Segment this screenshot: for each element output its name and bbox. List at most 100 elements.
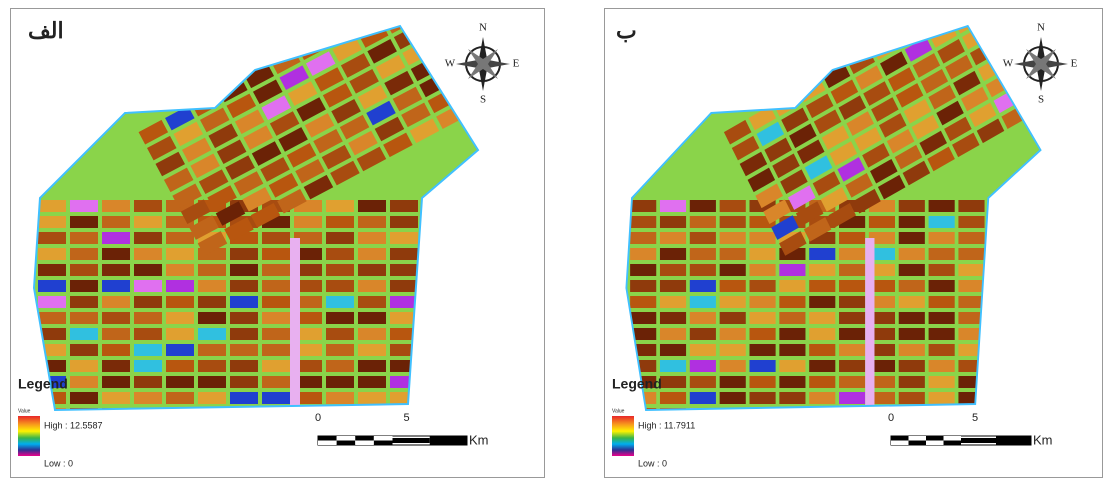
field — [756, 121, 785, 147]
field — [172, 183, 202, 209]
field — [260, 157, 290, 182]
field — [928, 376, 955, 388]
field — [358, 360, 386, 372]
field — [968, 102, 997, 128]
field — [958, 280, 985, 292]
field — [878, 113, 907, 138]
field — [102, 216, 130, 228]
field — [868, 248, 896, 260]
field — [262, 376, 290, 388]
field — [659, 328, 687, 340]
field — [286, 143, 317, 168]
field — [779, 376, 806, 388]
field — [689, 264, 716, 276]
field — [747, 167, 776, 193]
field — [138, 119, 169, 145]
field — [805, 93, 834, 119]
field — [871, 97, 899, 122]
field — [920, 69, 949, 94]
field — [659, 360, 687, 372]
scale-tick-label: 0 — [888, 412, 894, 424]
field — [390, 264, 418, 276]
canal — [865, 238, 875, 408]
field — [409, 118, 440, 144]
field — [294, 248, 322, 260]
field — [749, 232, 776, 244]
panel-label: ب — [616, 18, 637, 43]
field — [230, 392, 258, 404]
field — [375, 54, 406, 80]
field — [828, 203, 857, 228]
field — [190, 153, 220, 179]
field — [262, 360, 290, 372]
field — [38, 232, 66, 244]
field — [779, 328, 806, 340]
field — [294, 312, 322, 324]
field — [390, 248, 418, 260]
field — [630, 232, 657, 244]
field — [880, 51, 908, 76]
field — [928, 200, 955, 212]
field — [294, 232, 322, 244]
field — [780, 169, 808, 194]
scale-unit: Km — [469, 432, 489, 447]
field — [719, 248, 746, 260]
field — [303, 174, 334, 200]
field — [659, 344, 687, 356]
field — [166, 232, 194, 244]
field — [749, 360, 776, 372]
map-panel: ب N S W E Legend Value High : 11.7911 Low : 0 0 5 K… — [604, 8, 1103, 478]
field — [102, 264, 130, 276]
field — [134, 328, 162, 340]
field — [102, 200, 130, 212]
field — [630, 328, 657, 340]
field — [898, 200, 925, 212]
field — [230, 312, 258, 324]
field — [898, 232, 925, 244]
field — [904, 37, 933, 62]
field — [166, 296, 194, 308]
field — [234, 109, 265, 135]
field — [294, 360, 322, 372]
field — [659, 216, 687, 228]
field — [795, 201, 824, 226]
field — [198, 169, 229, 194]
field — [304, 113, 335, 138]
field — [390, 232, 418, 244]
field — [839, 296, 866, 308]
legend-low: Low : 0 — [44, 458, 73, 468]
field — [837, 157, 865, 182]
field — [659, 312, 687, 324]
field — [659, 248, 687, 260]
field — [358, 344, 386, 356]
field — [845, 173, 873, 198]
field — [809, 296, 836, 308]
field — [401, 102, 431, 128]
field — [242, 187, 272, 212]
field — [166, 312, 194, 324]
field — [326, 248, 354, 260]
field — [262, 280, 290, 292]
field — [233, 171, 264, 196]
field — [829, 141, 858, 166]
field — [919, 130, 947, 156]
field — [868, 312, 896, 324]
field — [198, 328, 226, 340]
field — [886, 128, 915, 154]
field — [812, 171, 841, 196]
field — [102, 328, 130, 340]
field — [839, 280, 866, 292]
field — [198, 264, 226, 276]
field — [70, 232, 98, 244]
field — [251, 141, 282, 166]
field — [330, 160, 360, 186]
field — [38, 264, 66, 276]
field — [868, 376, 896, 388]
field — [779, 296, 806, 308]
field — [313, 128, 343, 154]
scale-unit: Km — [1033, 432, 1053, 447]
field — [215, 201, 246, 226]
field — [216, 139, 247, 165]
field — [70, 376, 98, 388]
